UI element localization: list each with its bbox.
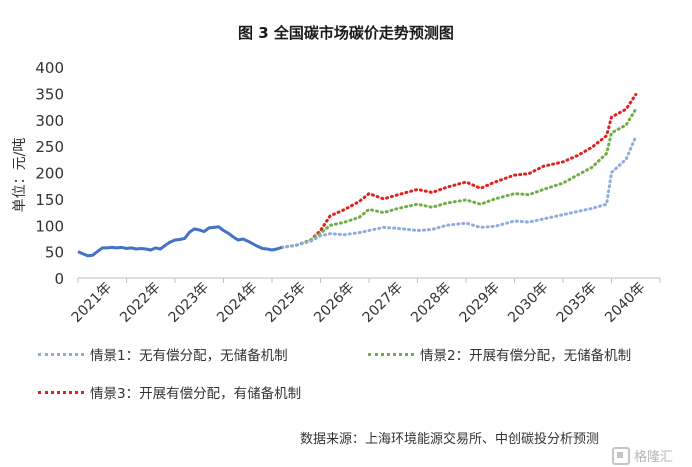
watermark: 格隆汇 (612, 446, 673, 465)
x-axis: 2021年 2022年 2023年 2024年 2025年 2026年 2027年 2028年… (69, 277, 661, 326)
x-tick-label: 2023年 (166, 280, 212, 326)
legend-swatch-scenario-2 (368, 352, 414, 356)
legend-swatch-scenario-1 (38, 352, 84, 356)
y-axis: 0 50 100 150 200 250 300 350 400 (35, 59, 64, 288)
legend-label-scenario-1: 情景1：无有偿分配，无储备机制 (90, 348, 288, 364)
x-tick-label: 2040年 (602, 280, 648, 326)
x-tick-label: 2026年 (311, 280, 357, 326)
legend-item-scenario-1: 情景1：无有偿分配，无储备机制 (38, 344, 288, 364)
y-tick-label: 300 (35, 112, 64, 130)
y-tick-label: 250 (35, 138, 64, 156)
chart-canvas: 0 50 100 150 200 250 300 350 400 2021年 2022年 2023年… (12, 59, 661, 326)
x-tick-label: 2029年 (457, 280, 503, 326)
y-tick-label: 150 (35, 191, 64, 209)
series-line-0 (77, 225, 283, 258)
x-tick-label: 2025年 (263, 280, 309, 326)
series-line-2 (280, 107, 638, 249)
y-tick-label: 100 (35, 217, 64, 235)
series-line-1 (280, 135, 638, 249)
watermark-text: 格隆汇 (634, 450, 674, 465)
y-tick-label: 0 (54, 270, 64, 288)
watermark-logo-icon (612, 446, 630, 465)
y-tick-label: 200 (35, 165, 64, 183)
series-line-3 (280, 92, 638, 249)
legend-label-scenario-2: 情景2：开展有偿分配，无储备机制 (420, 348, 632, 364)
y-tick-label: 50 (45, 244, 64, 262)
x-tick-label: 2022年 (117, 280, 163, 326)
x-tick-label: 2027年 (360, 280, 406, 326)
x-tick-label: 2021年 (69, 280, 115, 326)
y-tick-label: 350 (35, 85, 64, 103)
x-tick-label: 2030年 (505, 280, 551, 326)
x-tick-label: 2035年 (554, 280, 600, 326)
y-tick-label: 400 (35, 59, 64, 77)
x-tick-label: 2028年 (408, 280, 454, 326)
legend-item-scenario-2: 情景2：开展有偿分配，无储备机制 (368, 344, 631, 364)
x-tick-label: 2024年 (214, 280, 260, 326)
series-layer (77, 92, 638, 258)
legend-swatch-scenario-3 (38, 390, 84, 394)
y-axis-label: 单位：元/吨 (12, 138, 28, 213)
data-source-note: 数据来源：上海环境能源交易所、中创碳投分析预测 (300, 432, 600, 447)
chart-title: 图 3 全国碳市场碳价走势预测图 (238, 24, 454, 42)
legend-label-scenario-3: 情景3：开展有偿分配，有储备机制 (90, 386, 302, 402)
legend-item-scenario-3: 情景3：开展有偿分配，有储备机制 (38, 382, 301, 402)
